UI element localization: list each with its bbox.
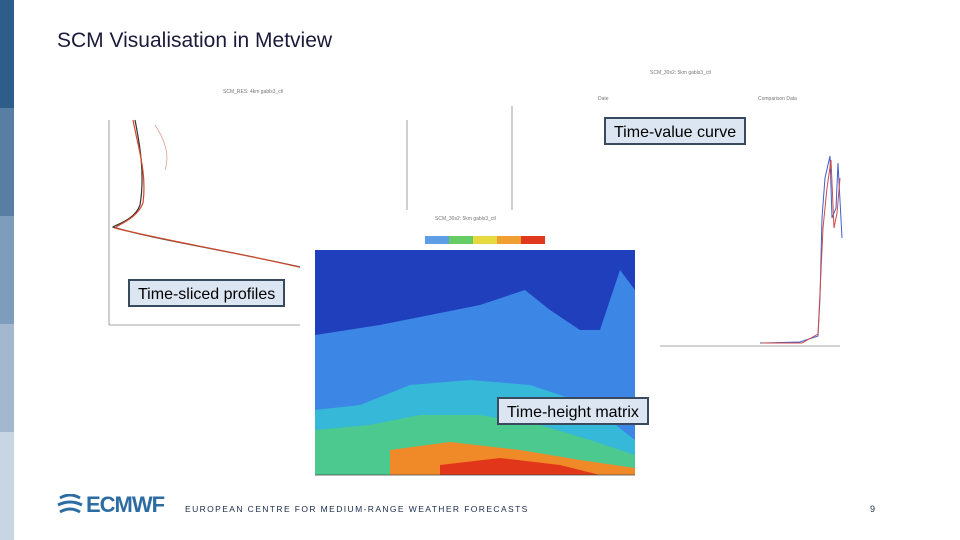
time-value-legend-left: Date bbox=[598, 96, 609, 102]
slide-title: SCM Visualisation in Metview bbox=[57, 29, 333, 52]
matrix-plot-title: SCM_30s2: 5km gabls3_ctl bbox=[435, 216, 496, 222]
accent-bar-segment-5 bbox=[0, 432, 14, 540]
ecmwf-logo: ECMWF bbox=[56, 492, 166, 517]
footer-organisation: EUROPEAN CENTRE FOR MEDIUM-RANGE WEATHER… bbox=[185, 504, 529, 514]
accent-bar-segment-1 bbox=[0, 0, 14, 108]
time-height-matrix-callout: Time-height matrix bbox=[497, 397, 649, 425]
time-height-matrix-plot: SCM_30s2: 5km gabls3_ctl bbox=[300, 210, 660, 485]
time-sliced-profiles-callout: Time-sliced profiles bbox=[128, 279, 286, 307]
page-number: 9 bbox=[870, 504, 876, 514]
accent-bar-segment-4 bbox=[0, 324, 14, 432]
ecmwf-logo-text: ECMWF bbox=[86, 492, 165, 517]
time-height-matrix-svg bbox=[315, 236, 635, 476]
accent-bar-segment-2 bbox=[0, 108, 14, 216]
accent-bar-segment-3 bbox=[0, 216, 14, 324]
ecmwf-logo-icon bbox=[57, 494, 83, 514]
time-value-plot-title: SCM_30s2: 5km gabls3_ctl bbox=[650, 70, 711, 76]
profiles-plot-title: SCM_RES: 4km gabls3_ctl bbox=[223, 89, 284, 95]
time-value-curve-callout: Time-value curve bbox=[604, 117, 747, 145]
time-value-legend-right: Comparison Data bbox=[758, 96, 797, 102]
left-accent-bar bbox=[0, 0, 14, 540]
